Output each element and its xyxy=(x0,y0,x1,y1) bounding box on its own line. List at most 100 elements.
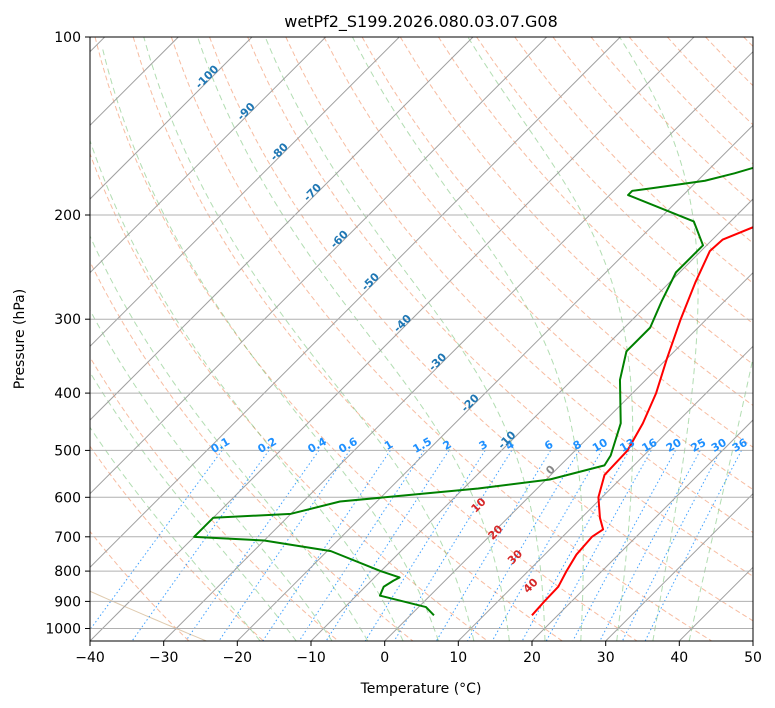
mixing-ratio-line xyxy=(364,450,486,641)
x-tick-label: 10 xyxy=(449,650,467,666)
chart-title: wetPf2_S199.2026.080.03.07.G08 xyxy=(284,12,558,32)
y-tick-label: 500 xyxy=(54,443,81,459)
mixing-ratio-line xyxy=(621,450,722,641)
isotherm-line xyxy=(90,37,695,641)
mixing-ratio-label: 0.2 xyxy=(256,435,279,456)
x-tick-label: 30 xyxy=(597,650,615,666)
moist-adiabat xyxy=(90,234,369,641)
mixing-ratio-label: 25 xyxy=(689,436,709,455)
isotherm-line xyxy=(90,37,548,495)
mixing-ratio-label: 16 xyxy=(640,436,660,455)
wet-bulb-label: 40 xyxy=(521,575,541,595)
isotherm-line xyxy=(236,124,753,641)
dry-adiabat xyxy=(247,37,753,577)
isotherm-line xyxy=(90,37,474,421)
mixing-ratio-label: 10 xyxy=(590,436,610,455)
dry-adiabat xyxy=(170,37,712,641)
x-axis-ticks: −40 −30 −20 −10 0 10 20 30 40 50 xyxy=(75,641,762,666)
dry-adiabat xyxy=(285,37,753,534)
isotherm-label: -50 xyxy=(359,270,382,293)
isotherm-line xyxy=(384,271,753,641)
isotherm-label: -100 xyxy=(193,62,222,91)
mixing-ratio-label: 20 xyxy=(664,436,684,455)
isotherm-label: -40 xyxy=(391,312,414,335)
mixing-ratio-line xyxy=(521,450,630,641)
isotherm-line xyxy=(163,50,753,641)
isotherm-line xyxy=(310,198,753,641)
dry-adiabat xyxy=(514,37,753,284)
y-tick-label: 900 xyxy=(54,594,81,610)
plot-frame xyxy=(89,36,754,642)
isotherm-line xyxy=(531,419,753,641)
dry-adiabat xyxy=(476,37,753,325)
isotherm-line xyxy=(457,345,753,641)
isotherm-line xyxy=(90,37,621,569)
mixing-ratio-line xyxy=(644,450,742,641)
dry-adiabat-reference xyxy=(90,590,207,641)
moist-adiabat xyxy=(90,139,404,641)
mixing-ratio-line xyxy=(545,450,652,641)
dry-adiabat xyxy=(90,530,190,641)
y-axis-label: Pressure (hPa) xyxy=(12,289,28,389)
x-tick-label: −30 xyxy=(149,650,179,666)
dry-adiabat xyxy=(361,37,753,448)
moist-adiabat xyxy=(90,309,333,641)
y-tick-label: 300 xyxy=(54,312,81,328)
moist-adiabat xyxy=(197,37,510,641)
mixing-ratio-line xyxy=(572,450,676,641)
dry-adiabat xyxy=(438,37,753,365)
mixing-ratio-line xyxy=(90,450,223,631)
isotherm-label: -60 xyxy=(328,228,351,251)
dry-adiabat xyxy=(590,37,753,205)
y-axis-ticks: 100 200 300 400 500 600 700 800 900 1000 xyxy=(45,30,90,638)
x-tick-label: −20 xyxy=(223,650,253,666)
mixing-ratio-line xyxy=(491,450,603,641)
temperature-profile-line xyxy=(531,226,753,616)
mixing-ratio-label: 0.1 xyxy=(209,435,232,456)
y-tick-label: 700 xyxy=(54,530,81,546)
mixing-ratio-line xyxy=(185,450,320,641)
dry-adiabat xyxy=(132,37,638,641)
dry-adiabat xyxy=(90,152,488,641)
y-tick-label: 1000 xyxy=(45,622,81,638)
mixing-ratio-label: 1.5 xyxy=(411,435,434,456)
isotherm-label: -80 xyxy=(268,140,291,163)
x-tick-label: 50 xyxy=(744,650,762,666)
dry-adiabat xyxy=(90,356,339,641)
dry-adiabat xyxy=(399,37,753,407)
x-tick-label: 0 xyxy=(380,650,389,666)
mixing-ratio-label: 30 xyxy=(709,436,729,455)
isotherm-label: -20 xyxy=(459,391,482,414)
isotherm-line xyxy=(90,37,253,200)
x-axis-label: Temperature (°C) xyxy=(360,681,482,697)
mixing-ratio-line xyxy=(599,450,701,641)
dry-adiabat xyxy=(705,37,753,87)
dry-adiabat xyxy=(209,37,753,622)
mixing-ratio-label: 0.4 xyxy=(306,435,330,456)
moist-adiabat xyxy=(264,37,546,641)
x-tick-label: 40 xyxy=(670,650,688,666)
dry-adiabat xyxy=(667,37,753,126)
dry-adiabat-reference xyxy=(0,37,57,641)
moist-adiabat xyxy=(688,355,753,641)
mixing-ratio-line xyxy=(262,450,391,641)
y-tick-label: 100 xyxy=(54,30,81,46)
isotherm-line xyxy=(678,566,753,641)
wet-bulb-label: 30 xyxy=(505,547,525,567)
isotherm-label: -70 xyxy=(301,181,324,204)
isotherm-line xyxy=(605,492,753,641)
y-tick-label: 600 xyxy=(54,490,81,506)
moist-adiabat xyxy=(352,37,584,641)
x-tick-label: 20 xyxy=(523,650,541,666)
background-lines xyxy=(0,37,753,641)
profile-lines xyxy=(193,166,753,616)
moist-adiabat xyxy=(102,49,439,641)
x-tick-label: −40 xyxy=(75,650,105,666)
dry-adiabat xyxy=(94,37,563,641)
mixing-ratio-line xyxy=(298,450,425,641)
moist-adiabat xyxy=(619,37,699,641)
dry-adiabat xyxy=(743,37,753,48)
isotherm-line xyxy=(90,37,327,274)
isotherm-line xyxy=(90,37,400,348)
